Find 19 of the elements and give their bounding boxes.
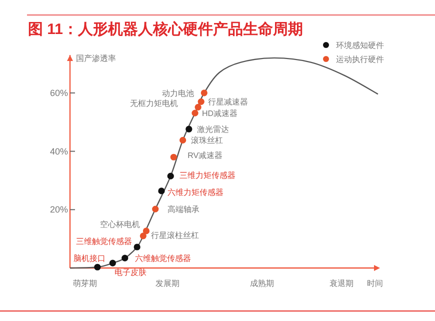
annotation: RV减速器 xyxy=(188,151,223,160)
annotation: 脑机接口 xyxy=(73,254,106,264)
title: 图 11：人形机器人核心硬件产品生命周期 xyxy=(28,21,304,38)
annotation: 高端轴承 xyxy=(167,205,200,214)
annotation: 滚珠丝杠 xyxy=(190,136,223,146)
annotation: 动力电池 xyxy=(162,88,194,98)
annotation: 六维力矩传感器 xyxy=(167,188,224,197)
annotation: 三维力矩传感器 xyxy=(180,171,236,180)
annotation: 三维触觉传感器 xyxy=(76,237,132,246)
xlabel: 时间 xyxy=(367,279,383,288)
annotation: HD减速器 xyxy=(202,109,238,118)
annotation: 激光雷达 xyxy=(196,125,229,134)
annotation: 六维触觉传感器 xyxy=(134,254,191,264)
annotation: 电子皮肤 xyxy=(114,268,147,278)
annotation: 行星减速器 xyxy=(208,98,248,107)
annotation: 空心杯电机 xyxy=(100,220,140,229)
ylabel: 国产渗透率 xyxy=(76,54,116,63)
annotation: 无框力矩电机 xyxy=(130,99,178,108)
annotation: 行星滚柱丝杠 xyxy=(151,230,200,240)
